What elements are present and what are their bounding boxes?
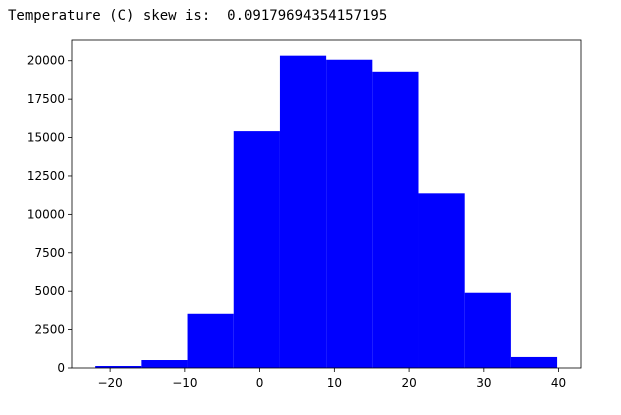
x-tick-label: 30 <box>476 376 491 390</box>
x-tick-label: 40 <box>551 376 566 390</box>
x-tick-label: −10 <box>172 376 197 390</box>
bar <box>233 131 280 368</box>
y-tick-label: 12500 <box>27 169 65 183</box>
plot-frame <box>71 39 582 369</box>
x-tick-label: 0 <box>256 376 264 390</box>
bar <box>418 193 465 368</box>
bar <box>372 71 419 369</box>
x-tick-label: 20 <box>401 376 416 390</box>
y-tick-label: 15000 <box>27 131 65 145</box>
y-tick-label: 20000 <box>27 54 65 68</box>
y-tick-label: 0 <box>57 361 65 375</box>
y-tick-label: 7500 <box>34 246 65 260</box>
output-text: Temperature (C) skew is: 0.0917969435415… <box>8 8 388 24</box>
bar <box>279 55 327 368</box>
bar <box>510 356 558 368</box>
bar <box>95 366 142 368</box>
y-tick-label: 2500 <box>34 323 65 337</box>
bar <box>141 360 188 368</box>
y-tick-label: 5000 <box>34 284 65 298</box>
y-tick-label: 17500 <box>27 92 65 106</box>
y-tick-label: 10000 <box>27 207 65 221</box>
x-tick-label: −20 <box>97 376 122 390</box>
bar <box>326 59 373 368</box>
bar <box>464 292 511 368</box>
x-tick-label: 10 <box>327 376 342 390</box>
bar <box>187 313 234 368</box>
